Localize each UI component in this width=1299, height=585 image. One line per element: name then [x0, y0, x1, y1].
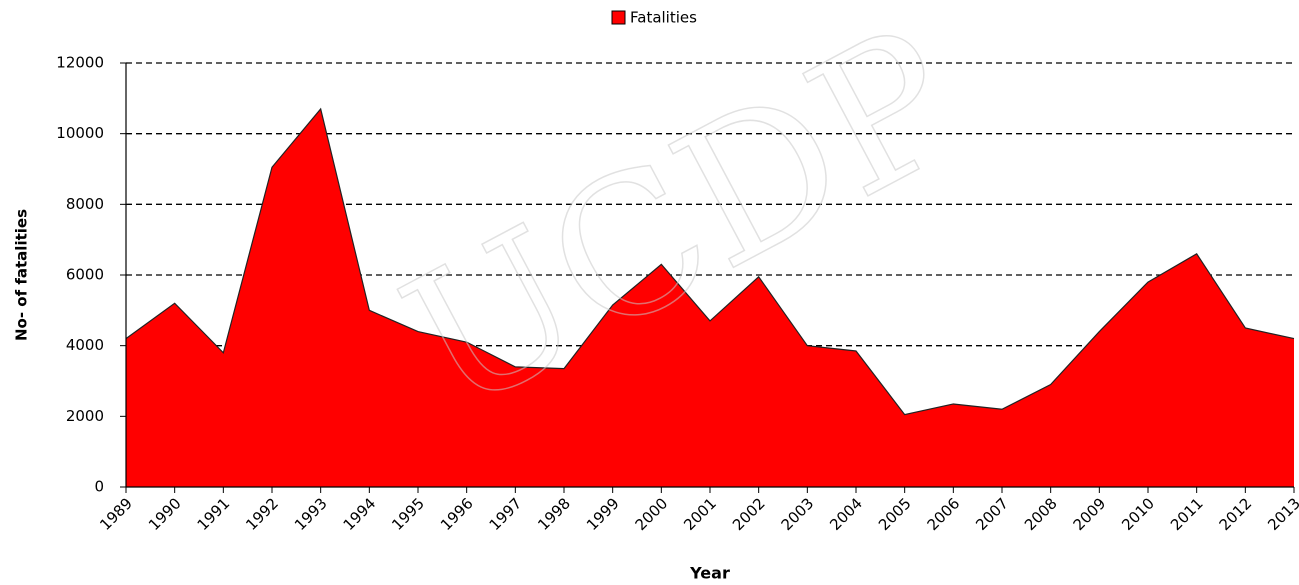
x-tick-label: 1994: [340, 494, 380, 534]
y-tick-label: 12000: [56, 54, 104, 72]
x-tick-label: 1992: [242, 494, 282, 534]
y-tick-label: 8000: [66, 195, 104, 213]
x-tick-label: 2005: [875, 494, 915, 534]
x-tick-label: 2000: [632, 494, 672, 534]
x-tick-label: 1995: [388, 494, 428, 534]
x-tick-label: 1991: [194, 494, 234, 534]
x-tick-label: 1993: [291, 494, 331, 534]
x-tick-label: 1999: [583, 494, 623, 534]
x-tick-label: 1989: [96, 494, 136, 534]
x-tick-label: 2008: [1021, 494, 1061, 534]
x-tick-label: 1997: [486, 494, 526, 534]
x-tick-label: 2011: [1167, 494, 1207, 534]
y-tick-label: 6000: [66, 266, 104, 284]
area-outline: [125, 107, 1295, 416]
x-tick-label: 1996: [437, 494, 477, 534]
y-tick-label: 2000: [66, 407, 104, 425]
y-tick-label: 10000: [56, 124, 104, 142]
x-tick-label: 2002: [729, 494, 769, 534]
x-tick-label: 2010: [1118, 494, 1158, 534]
x-tick-label: 2009: [1070, 494, 1110, 534]
x-tick-label: 2004: [826, 494, 866, 534]
x-tick-label: 2003: [778, 494, 818, 534]
x-tick-label: 1990: [145, 494, 185, 534]
area: [126, 108, 1294, 487]
y-tick-label: 4000: [66, 336, 104, 354]
x-tick-label: 2007: [972, 494, 1012, 534]
x-tick-label: 2013: [1264, 494, 1299, 534]
x-axis-label: Year: [689, 564, 730, 583]
y-tick-label: 0: [94, 478, 104, 496]
y-axis-label: No- of fatalities: [13, 209, 31, 341]
x-tick-label: 1998: [534, 494, 574, 534]
x-tick-label: 2001: [680, 494, 720, 534]
legend-swatch: [611, 10, 626, 25]
legend-label: Fatalities: [630, 9, 697, 27]
x-tick-label: 2006: [924, 494, 964, 534]
x-tick-label: 2012: [1216, 494, 1256, 534]
